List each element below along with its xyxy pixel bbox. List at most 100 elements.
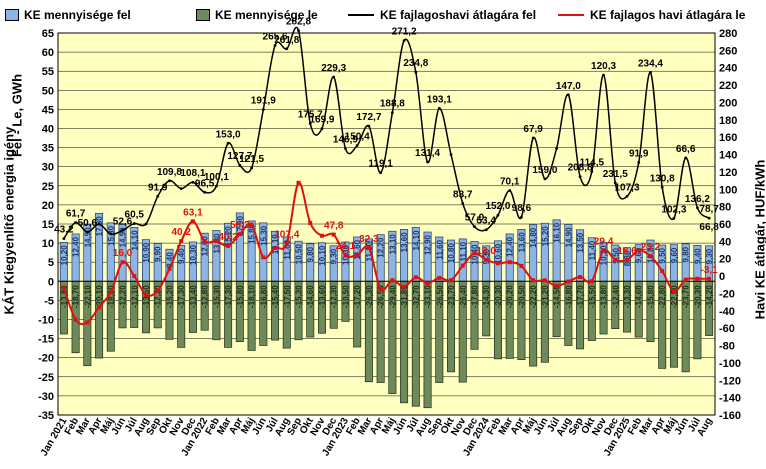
fel-price-point xyxy=(496,213,500,217)
bar-le-label: -23,70 xyxy=(447,285,456,308)
bar-fel-label: 10,50 xyxy=(295,244,304,265)
legend-swatch-fel-qty xyxy=(5,9,19,21)
bar-le-label: -15,80 xyxy=(646,285,655,308)
le-price-label: -3,1 xyxy=(701,265,719,276)
y-left-tick-label: 35 xyxy=(42,143,54,155)
bar-fel-label: 10,80 xyxy=(447,243,456,264)
bar-le-label: -22,80 xyxy=(658,285,667,308)
fel-price-point xyxy=(62,237,66,240)
fel-price-label: 150,4 xyxy=(345,132,370,143)
fel-price-point xyxy=(449,153,453,156)
bar-fel-label: 10,30 xyxy=(189,244,198,265)
fel-price-point xyxy=(707,216,711,220)
fel-price-points xyxy=(62,29,711,240)
fel-price-label: 271,2 xyxy=(392,27,417,38)
fel-price-label: 191,9 xyxy=(251,95,276,106)
bar-le-label: -16,80 xyxy=(259,285,268,308)
fel-price-label: 50,6 xyxy=(78,218,98,229)
bar-le-label: -20,20 xyxy=(506,285,515,308)
bar-fel-label: 13,60 xyxy=(400,232,409,253)
le-price-point xyxy=(167,266,172,271)
y-axis-left-title: KÁT Kiegyenlítő energia igény xyxy=(1,126,17,315)
le-price-points xyxy=(61,180,712,325)
y-axis-right-title: Havi KE átlagár, HUF/kWh xyxy=(752,159,766,320)
fel-price-point xyxy=(332,75,336,79)
le-price-point xyxy=(378,287,383,292)
fel-price-point xyxy=(660,185,664,189)
bar-fel-label: 9,60 xyxy=(670,247,679,263)
le-price-point xyxy=(413,275,418,280)
le-price-label: 40,2 xyxy=(218,232,238,243)
fel-price-point xyxy=(484,228,488,232)
y-left-tick-label: 65 xyxy=(42,28,54,40)
y-right-tick-label: 280 xyxy=(719,28,737,40)
le-price-point xyxy=(73,317,78,322)
bar-fel-label: 15,20 xyxy=(541,226,550,247)
y-right-tick-label: 0 xyxy=(719,271,725,283)
bar-le-label: -20,10 xyxy=(95,285,104,308)
y-left-tick-label: 25 xyxy=(42,181,54,193)
fel-price-label: 109,8 xyxy=(157,167,182,178)
le-price-point xyxy=(261,255,266,260)
bar-fel-label: 15,80 xyxy=(248,223,257,244)
fel-price-label: 282,8 xyxy=(286,17,311,28)
fel-price-label: 193,1 xyxy=(427,94,452,105)
fel-price-label: 102,3 xyxy=(661,204,686,215)
fel-price-label: 231,5 xyxy=(603,169,628,180)
fel-price-point xyxy=(520,215,523,219)
fel-price-label: 91,9 xyxy=(629,149,649,160)
bar-le-label: -26,50 xyxy=(377,285,386,308)
le-price-point xyxy=(296,180,301,185)
bar-le-label: -14,50 xyxy=(553,285,562,308)
bar-le-label: -17,30 xyxy=(224,285,233,308)
le-price-point xyxy=(625,257,630,262)
fel-price-point xyxy=(132,222,136,225)
y-right-tick-label: -120 xyxy=(719,375,741,387)
bar-fel-label: 14,10 xyxy=(412,230,421,251)
le-price-point xyxy=(355,252,360,257)
bar-fel-label: 11,10 xyxy=(459,241,468,261)
le-price-point xyxy=(495,261,500,266)
bar-le-label: -13,80 xyxy=(600,285,609,308)
bar-le-label: -20,30 xyxy=(494,285,503,308)
bar-fel-label: 10,90 xyxy=(142,242,151,263)
y-left-tick-label: 5 xyxy=(48,257,54,269)
y-right-tick-label: -20 xyxy=(719,288,735,300)
le-price-point xyxy=(671,289,676,294)
le-price-point xyxy=(554,283,559,288)
bar-fel-label: 14,10 xyxy=(130,230,139,251)
le-price-point xyxy=(132,274,137,279)
y-right-tick-label: 160 xyxy=(719,132,737,144)
le-price-point xyxy=(707,276,712,281)
y-left-tick-label: 15 xyxy=(42,219,54,231)
le-price-label: 24,1 xyxy=(336,241,356,252)
le-price-label: 13,0 xyxy=(476,246,496,257)
y-left-tick-label: 20 xyxy=(42,200,54,212)
le-price-point xyxy=(61,285,66,290)
fel-price-point xyxy=(168,179,171,183)
bar-le-label: -12,30 xyxy=(330,285,339,308)
le-price-point xyxy=(613,257,618,262)
fel-price-point xyxy=(390,111,394,115)
fel-price-label: 159,0 xyxy=(532,165,557,176)
bar-fel-label: 8,40 xyxy=(165,252,174,268)
bar-fel-label: 10,80 xyxy=(646,243,655,264)
fel-price-label: 127,7 xyxy=(227,151,252,162)
bar-fel-label: 9,50 xyxy=(611,247,620,263)
legend-label-fel-qty: KE mennyisége fel xyxy=(24,8,131,22)
fel-price-label: 43,2 xyxy=(54,225,74,236)
fel-price-label: 147,0 xyxy=(556,81,581,92)
bar-le-label: -26,30 xyxy=(365,285,374,308)
bar-fel-label: 11,40 xyxy=(588,240,597,260)
fel-price-point xyxy=(672,216,676,220)
le-price-point xyxy=(214,239,219,244)
bar-le-label: -18,70 xyxy=(72,285,81,308)
bar-fel-label: 10,20 xyxy=(600,245,609,266)
y-left-tick-label: 45 xyxy=(42,104,54,116)
bar-fel-label: 15,30 xyxy=(107,225,116,246)
bar-le-label: -15,40 xyxy=(271,285,280,308)
y-right-tick-label: -100 xyxy=(719,358,741,370)
y-left-tick-label: 10 xyxy=(42,238,54,250)
bar-fel-label: 9,30 xyxy=(482,248,491,264)
